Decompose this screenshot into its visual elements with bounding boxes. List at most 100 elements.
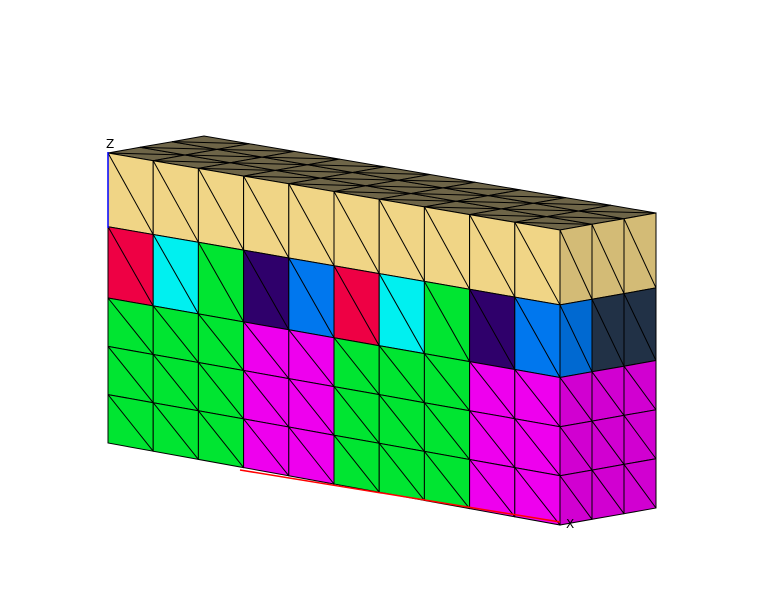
front-face-diagonal (152, 234, 199, 315)
front-face-diagonal (197, 242, 245, 323)
front-face-diagonal (333, 191, 380, 274)
top-face-diagonal (185, 154, 263, 158)
front-face-diagonal (514, 222, 561, 306)
front-face-diagonal (514, 467, 561, 526)
top-face-diagonal (217, 148, 295, 152)
front-face-diagonal (378, 273, 425, 354)
front-face-diagonal (333, 337, 380, 395)
front-face-diagonal (423, 281, 471, 362)
top-face-diagonal (514, 221, 593, 225)
front-face-diagonal (152, 305, 199, 363)
side-face-diagonal (559, 426, 593, 471)
top-face-diagonal (307, 164, 385, 168)
top-face-diagonal (456, 200, 534, 204)
side-face-diagonal (591, 420, 625, 465)
front-face-diagonal (243, 175, 290, 259)
top-face-diagonal (171, 141, 250, 145)
side-face-diagonal (591, 371, 625, 416)
front-face-diagonal (288, 426, 335, 485)
front-face-diagonal (288, 329, 335, 387)
front-face-diagonal (378, 394, 425, 452)
side-face-diagonal (591, 299, 625, 367)
front-face-diagonal (243, 370, 290, 428)
top-face-diagonal (288, 183, 367, 187)
top-face-diagonal (275, 169, 353, 173)
top-face-diagonal (411, 193, 489, 197)
top-face-diagonal (488, 195, 566, 199)
side-face-diagonal (559, 304, 593, 373)
front-face-diagonal (197, 168, 245, 251)
front-face-diagonal (469, 214, 516, 298)
front-face-diagonal (469, 410, 516, 468)
front-face-diagonal (152, 402, 199, 460)
front-face-diagonal (469, 361, 516, 420)
top-face-diagonal (397, 179, 476, 183)
front-face-diagonal (333, 386, 380, 444)
front-face-diagonal (243, 418, 290, 477)
front-face-diagonal (424, 402, 470, 460)
side-face-diagonal (591, 224, 625, 294)
front-face-diagonal (424, 353, 470, 412)
front-face-diagonal (288, 378, 335, 436)
front-face-diagonal (288, 257, 335, 338)
top-face-diagonal (139, 146, 218, 150)
side-face-diagonal (623, 293, 657, 361)
top-face-diagonal (320, 177, 399, 181)
front-face-diagonal (243, 249, 290, 331)
front-face-diagonal (469, 289, 516, 370)
top-face-diagonal (153, 160, 231, 164)
front-face-diagonal (288, 183, 335, 267)
top-face-diagonal (501, 208, 579, 212)
axis-triad: Z X (106, 137, 574, 531)
side-face-diagonal (559, 377, 593, 422)
top-face-diagonal (469, 214, 547, 218)
front-face-diagonal (107, 226, 154, 307)
top-face-diagonal (533, 202, 611, 206)
front-face-diagonal (378, 442, 425, 501)
front-face-diagonal (424, 451, 470, 509)
side-face-diagonal (559, 229, 593, 300)
top-face-diagonal (424, 206, 502, 210)
top-face-diagonal (243, 175, 321, 179)
front-face-diagonal (198, 362, 244, 420)
front-face-diagonal (107, 346, 154, 403)
front-face-diagonal (378, 345, 425, 403)
front-face-diagonal (107, 152, 154, 235)
top-face-diagonal (379, 198, 457, 202)
top-face-diagonal (352, 171, 431, 175)
front-face-diagonal (152, 160, 199, 243)
front-face-diagonal (514, 418, 561, 477)
side-face-diagonal (623, 218, 657, 289)
side-face-diagonal (623, 464, 657, 509)
x-axis-line (239, 469, 561, 523)
front-face-diagonal (423, 206, 471, 290)
front-face-diagonal (514, 369, 561, 428)
side-face-diagonal (559, 475, 593, 520)
hex-mesh-block (107, 135, 657, 526)
z-axis-label: Z (106, 137, 114, 151)
top-face-diagonal (333, 191, 412, 195)
front-face-diagonal (198, 313, 244, 371)
front-face-diagonal (333, 434, 380, 493)
front-face-diagonal (514, 296, 561, 378)
top-face-diagonal (262, 156, 340, 160)
top-face-diagonal (546, 216, 625, 220)
front-face-diagonal (469, 459, 516, 518)
side-face-diagonal (623, 365, 657, 411)
top-face-diagonal (443, 187, 521, 191)
front-face-diagonal (107, 297, 154, 355)
top-face-diagonal (365, 185, 444, 189)
front-face-diagonal (152, 354, 199, 412)
top-face-diagonal (230, 162, 308, 166)
top-face-diagonal (578, 210, 657, 214)
top-face-diagonal (198, 167, 276, 171)
front-face-diagonal (243, 321, 290, 379)
side-face-diagonal (591, 469, 625, 514)
front-face-diagonal (378, 198, 425, 282)
top-face-diagonal (107, 152, 186, 156)
front-face-diagonal (107, 394, 154, 452)
front-face-diagonal (333, 265, 380, 346)
x-axis-label: X (566, 517, 574, 531)
front-face-diagonal (198, 410, 244, 468)
